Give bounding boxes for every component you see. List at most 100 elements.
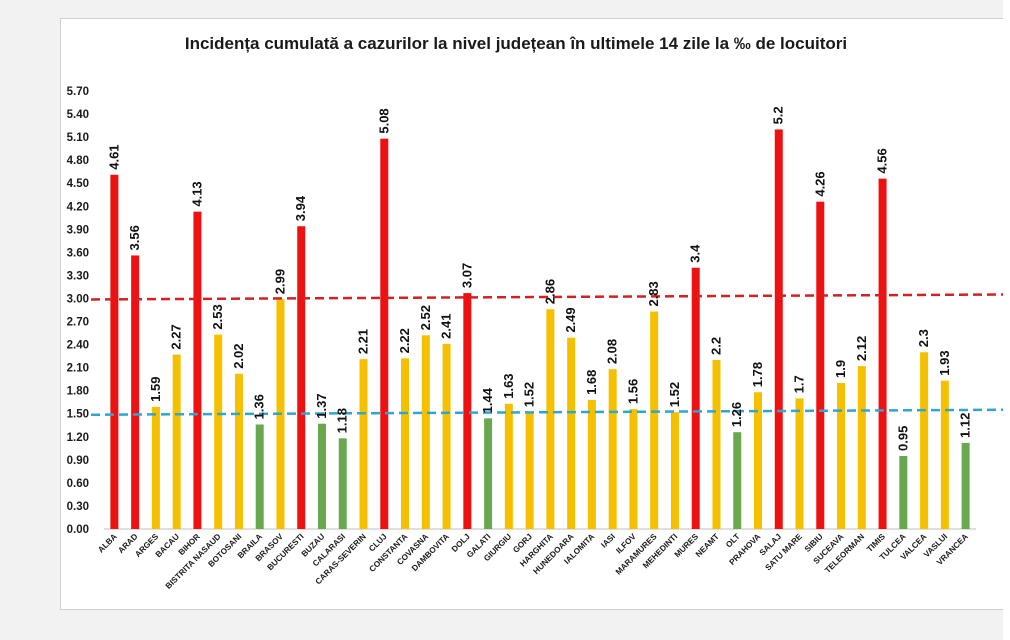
bar-mehedinti [670,412,679,529]
x-tick-label: NEAMT [694,532,721,559]
data-label: 2.21 [356,329,371,354]
data-label: 1.52 [522,382,537,407]
data-label: 3.07 [459,263,474,288]
data-label: 2.83 [646,281,661,306]
data-label: 1.93 [937,350,952,375]
bar-arad [131,255,140,529]
y-tick-label: 1.80 [67,386,89,398]
bar-dambovita [442,343,451,529]
data-label: 1.18 [335,408,350,433]
bar-chart: Incidența cumulată a cazurilor la nivel … [67,34,1006,591]
threshold-lines [90,293,1006,416]
data-labels: 4.61 3.56 1.59 2.27 4.13 2.53 2.02 1.36 2.99 3.94… [106,106,972,451]
y-tick-label: 4.80 [67,155,89,167]
data-label: 1.78 [750,362,765,387]
bar-tulcea [899,456,908,529]
bar-bistrita-nasaud [214,334,223,529]
data-label: 2.52 [418,305,433,330]
bar-vrancea [961,442,970,529]
x-tick-label: ALBA [96,532,119,555]
x-tick-label: OLT [724,532,742,550]
bar-teleorman [857,366,866,529]
bar-calarasi [338,438,347,529]
data-label: 2.41 [439,313,454,338]
bar-alba [110,174,119,530]
data-label: 2.3 [916,329,931,347]
data-label: 2.99 [272,269,287,294]
data-label: 1.9 [833,360,848,378]
data-label: 5.08 [376,108,391,133]
bar-ialomita [587,399,596,529]
data-label: 4.13 [189,181,204,206]
bar-vaslui [940,380,949,529]
y-tick-label: 0.00 [67,524,89,536]
y-tick-label: 4.20 [67,201,89,213]
data-label: 1.59 [148,377,163,402]
bar-valcea [920,352,929,529]
data-label: 2.22 [397,328,412,353]
data-label: 3.4 [688,244,703,263]
bar-caras-severin [359,359,368,529]
y-tick-label: 5.10 [67,132,89,144]
y-tick-label: 3.30 [67,270,89,282]
bar-salaj [774,129,783,529]
data-label: 1.63 [501,373,516,398]
y-tick-label: 0.90 [67,455,89,467]
bar-hunedoara [567,337,576,529]
window-edge [1003,0,1010,640]
bar-botosani [234,373,243,529]
y-axis: 0.00 0.30 0.60 0.90 1.20 1.50 1.80 2.10 2.40 2.70… [67,86,976,536]
data-label: 1.12 [958,413,973,438]
data-label: 2.12 [854,336,869,361]
data-label: 2.02 [231,343,246,368]
bar-bacau [172,354,181,529]
y-tick-label: 3.90 [67,224,89,236]
bar-bucuresti [297,226,306,529]
bar-olt [733,432,742,529]
data-label: 2.08 [605,339,620,364]
data-label: 1.26 [729,402,744,427]
y-tick-label: 1.20 [67,432,89,444]
data-label: 1.7 [792,375,807,393]
data-label: 3.56 [127,225,142,250]
data-label: 0.95 [895,426,910,451]
bar-prahova [754,392,762,529]
bar-buzau [318,423,326,529]
bar-gorj [525,412,534,529]
y-tick-label: 2.40 [67,340,89,352]
data-label: 3.94 [293,195,308,221]
chart-title: Incidența cumulată a cazurilor la nivel … [185,34,847,53]
bars [110,129,970,530]
data-label: 1.37 [314,393,329,418]
bar-galati [484,418,493,529]
threshold-line-1 [90,408,1006,416]
x-tick-label: DAMBOVITA [410,532,451,573]
data-label: 5.2 [771,106,786,124]
bar-harghita [546,309,555,529]
bar-braila [255,424,264,529]
data-label: 2.2 [708,337,723,355]
data-label: 2.53 [210,304,225,329]
data-label: 1.36 [252,394,267,419]
data-label: 4.26 [812,171,827,196]
bar-ilfov [629,409,638,529]
data-label: 2.27 [169,324,184,349]
y-tick-label: 3.60 [67,247,89,259]
threshold-line-0 [90,293,1006,301]
bar-timis [878,178,887,529]
bar-bihor [193,211,202,530]
y-tick-label: 0.60 [67,478,89,490]
y-tick-label: 3.00 [67,293,89,305]
bar-mures [691,267,700,529]
y-tick-label: 4.50 [67,178,89,190]
y-tick-label: 0.30 [67,501,89,513]
bar-constanta [401,358,410,529]
y-tick-label: 5.70 [67,86,89,98]
y-tick-label: 2.10 [67,363,89,375]
y-tick-label: 5.40 [67,109,89,121]
data-label: 1.68 [584,370,599,395]
bar-giurgiu [504,403,513,529]
bar-covasna [421,335,430,529]
data-label: 4.56 [875,148,890,173]
